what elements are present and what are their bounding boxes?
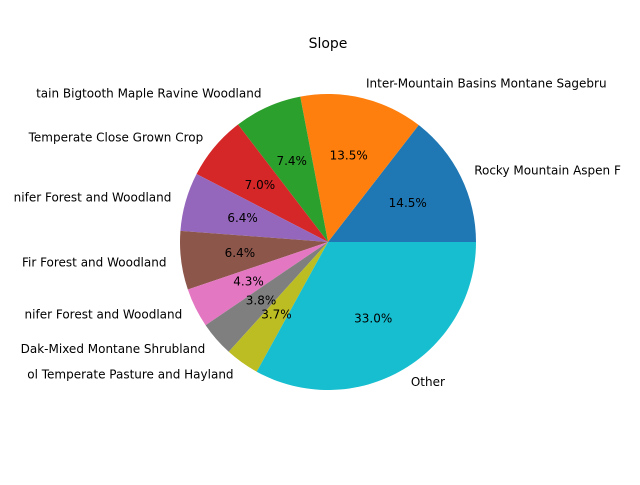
pie-category-label-8: ol Temperate Pasture and Hayland (27, 368, 233, 382)
pie-slice-9 (256, 242, 476, 390)
pie-percent-label-2: 7.4% (276, 154, 307, 168)
pie-percent-label-7: 3.8% (246, 293, 277, 307)
pie-percent-label-4: 6.4% (227, 211, 258, 225)
pie-slice-3 (196, 124, 328, 242)
pie-percent-label-1: 13.5% (330, 149, 368, 163)
pie-slice-0 (328, 125, 476, 242)
pie-percent-label-8: 3.7% (261, 307, 292, 321)
pie-category-label-6: nifer Forest and Woodland (25, 308, 183, 322)
pie-category-label-9: Other (411, 375, 445, 389)
pie-percent-label-9: 33.0% (354, 311, 392, 325)
pie-slice-4 (180, 173, 328, 242)
pie-percent-label-6: 4.3% (233, 275, 264, 289)
pie-percent-labels: 14.5% 13.5% 7.4%7.0% 6.4% 6.4% 4.3% 3.8%3.7% 33… (225, 149, 427, 326)
pie-slices (180, 94, 476, 390)
pie-percent-label-0: 14.5% (389, 196, 427, 210)
pie-category-label-4: nifer Forest and Woodland (14, 191, 172, 205)
pie-slice-2 (238, 96, 328, 242)
pie-category-label-0: Rocky Mountain Aspen F (474, 163, 621, 177)
pie-percent-label-5: 6.4% (225, 246, 256, 260)
pie-category-label-5: Fir Forest and Woodland (22, 255, 167, 269)
pie-slice-1 (300, 94, 419, 243)
pie-slice-5 (180, 230, 328, 290)
pie-category-label-3: Temperate Close Grown Crop (28, 130, 204, 144)
pie-category-label-7: Dak-Mixed Montane Shrubland (21, 342, 206, 356)
pie-slice-7 (205, 242, 328, 352)
pie-percent-label-3: 7.0% (245, 178, 276, 192)
pie-slice-8 (228, 242, 328, 372)
chart-title: Slope (309, 36, 348, 52)
pie-slice-6 (187, 242, 328, 326)
pie-category-labels: Rocky Mountain Aspen F Inter-Mountain Bas… (14, 77, 621, 389)
pie-category-label-1: Inter-Mountain Basins Montane Sagebru (366, 77, 607, 91)
pie-category-label-2: tain Bigtooth Maple Ravine Woodland (36, 86, 261, 100)
